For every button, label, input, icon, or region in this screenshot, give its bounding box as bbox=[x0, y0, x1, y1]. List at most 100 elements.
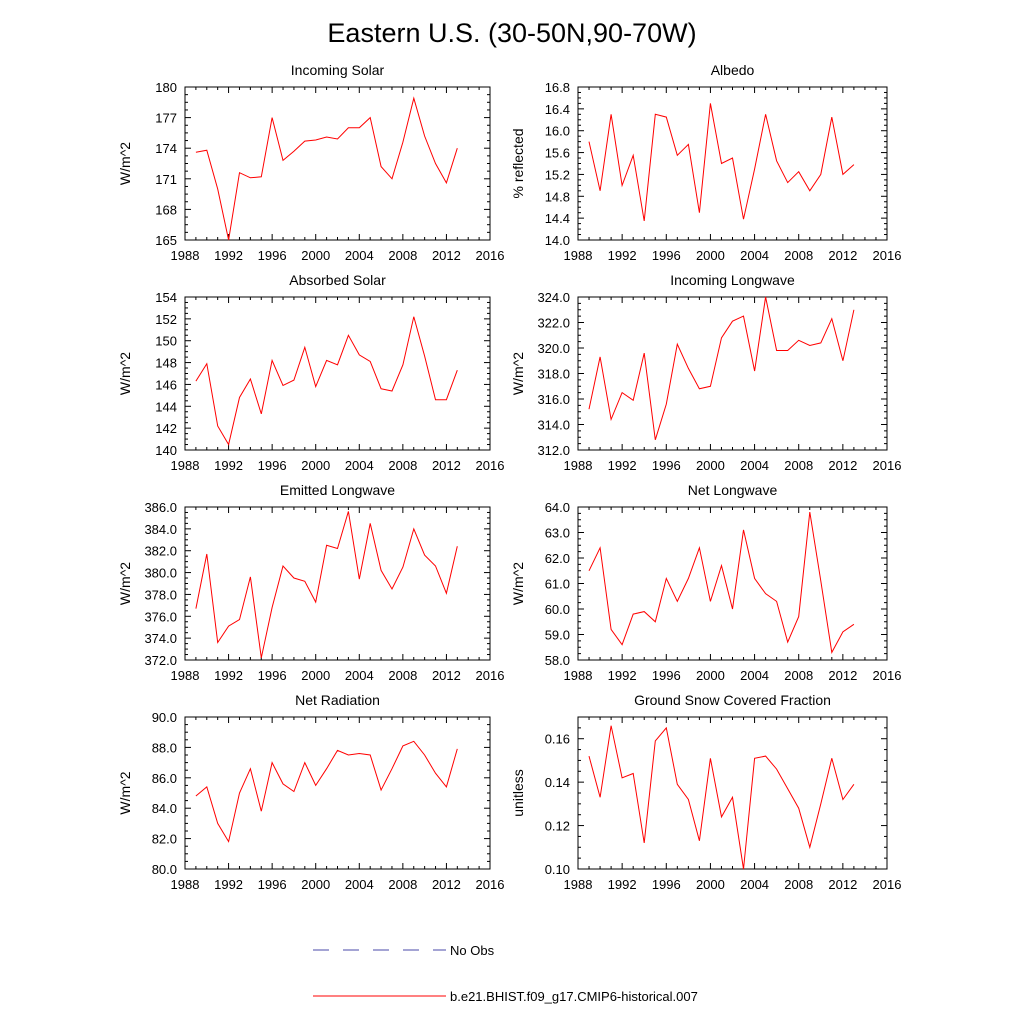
x-tick-label: 2012 bbox=[828, 458, 857, 473]
x-tick-label: 2004 bbox=[345, 877, 374, 892]
y-axis-label: W/m^2 bbox=[117, 562, 133, 605]
y-tick-label: 16.0 bbox=[545, 124, 570, 139]
y-tick-label: 140 bbox=[155, 443, 177, 458]
x-tick-label: 1996 bbox=[652, 668, 681, 683]
x-tick-label: 2004 bbox=[740, 248, 769, 263]
y-tick-label: 60.0 bbox=[545, 602, 570, 617]
x-tick-label: 1992 bbox=[214, 668, 243, 683]
series-line bbox=[588, 103, 855, 221]
x-tick-label: 2008 bbox=[784, 668, 813, 683]
y-tick-label: 0.12 bbox=[545, 819, 570, 834]
legend-no-obs-label: No Obs bbox=[450, 943, 495, 958]
x-tick-label: 1988 bbox=[564, 668, 593, 683]
y-tick-label: 88.0 bbox=[152, 740, 177, 755]
x-tick-label: 2004 bbox=[740, 877, 769, 892]
y-tick-label: 80.0 bbox=[152, 862, 177, 877]
y-tick-label: 320.0 bbox=[537, 341, 570, 356]
y-tick-label: 0.16 bbox=[545, 732, 570, 747]
y-tick-label: 152 bbox=[155, 312, 177, 327]
x-tick-label: 1996 bbox=[258, 668, 287, 683]
panel-title: Ground Snow Covered Fraction bbox=[634, 692, 831, 708]
panel-title: Albedo bbox=[711, 62, 755, 78]
x-tick-label: 1992 bbox=[608, 248, 637, 263]
x-tick-label: 1988 bbox=[171, 877, 200, 892]
x-tick-label: 2008 bbox=[784, 248, 813, 263]
x-tick-label: 2012 bbox=[432, 458, 461, 473]
series-line bbox=[588, 512, 855, 654]
x-tick-label: 2012 bbox=[828, 248, 857, 263]
y-tick-label: 168 bbox=[155, 202, 177, 217]
x-tick-label: 2008 bbox=[388, 248, 417, 263]
x-tick-label: 1992 bbox=[214, 458, 243, 473]
x-tick-label: 1988 bbox=[564, 248, 593, 263]
x-tick-label: 1996 bbox=[258, 458, 287, 473]
x-tick-label: 2008 bbox=[388, 668, 417, 683]
plot-frame bbox=[184, 296, 491, 451]
y-axis-label: W/m^2 bbox=[117, 771, 133, 814]
y-tick-label: 15.6 bbox=[545, 146, 570, 161]
x-tick-label: 2016 bbox=[476, 668, 505, 683]
y-tick-label: 165 bbox=[155, 233, 177, 248]
panel-5: 1988 1992 1996 2000 2004 2008 2012 2016 372.0 374… bbox=[117, 482, 504, 683]
x-tick-label: 2016 bbox=[476, 458, 505, 473]
y-tick-label: 63.0 bbox=[545, 526, 570, 541]
series-line bbox=[195, 96, 458, 241]
x-tick-label: 1992 bbox=[214, 877, 243, 892]
y-axis-label: W/m^2 bbox=[117, 142, 133, 185]
x-tick-label: 2000 bbox=[301, 668, 330, 683]
x-tick-label: 1988 bbox=[171, 668, 200, 683]
x-tick-label: 2008 bbox=[388, 877, 417, 892]
y-tick-label: 324.0 bbox=[537, 290, 570, 305]
y-tick-label: 386.0 bbox=[144, 500, 177, 515]
x-tick-label: 2000 bbox=[301, 458, 330, 473]
x-tick-label: 2004 bbox=[740, 668, 769, 683]
y-tick-label: 58.0 bbox=[545, 653, 570, 668]
x-tick-label: 2000 bbox=[301, 248, 330, 263]
y-axis-label: % reflected bbox=[510, 128, 526, 198]
x-tick-label: 2004 bbox=[345, 248, 374, 263]
y-tick-label: 312.0 bbox=[537, 443, 570, 458]
x-tick-label: 2016 bbox=[873, 458, 902, 473]
y-tick-label: 0.10 bbox=[545, 862, 570, 877]
legend-model-label: b.e21.BHIST.f09_g17.CMIP6-historical.007 bbox=[450, 989, 698, 1004]
y-tick-label: 0.14 bbox=[545, 775, 570, 790]
y-tick-label: 174 bbox=[155, 141, 177, 156]
x-tick-label: 1992 bbox=[608, 668, 637, 683]
x-tick-label: 1996 bbox=[258, 248, 287, 263]
x-tick-label: 2012 bbox=[432, 248, 461, 263]
panel-1: 1988 1992 1996 2000 2004 2008 2012 2016 165 168 17… bbox=[117, 62, 504, 263]
x-tick-label: 2016 bbox=[873, 668, 902, 683]
y-tick-label: 16.4 bbox=[545, 102, 570, 117]
y-tick-label: 148 bbox=[155, 356, 177, 371]
x-tick-label: 2000 bbox=[696, 458, 725, 473]
series-line bbox=[588, 725, 855, 870]
series-line bbox=[195, 740, 458, 843]
y-axis-label: W/m^2 bbox=[510, 562, 526, 605]
y-tick-label: 314.0 bbox=[537, 418, 570, 433]
y-tick-label: 316.0 bbox=[537, 392, 570, 407]
x-tick-label: 2012 bbox=[828, 877, 857, 892]
y-tick-label: 154 bbox=[155, 290, 177, 305]
y-tick-label: 382.0 bbox=[144, 544, 177, 559]
y-tick-label: 90.0 bbox=[152, 710, 177, 725]
x-tick-label: 2008 bbox=[388, 458, 417, 473]
y-tick-label: 378.0 bbox=[144, 587, 177, 602]
x-tick-label: 2000 bbox=[301, 877, 330, 892]
x-tick-label: 1988 bbox=[564, 458, 593, 473]
y-tick-label: 15.2 bbox=[545, 167, 570, 182]
y-tick-label: 62.0 bbox=[545, 551, 570, 566]
y-tick-label: 64.0 bbox=[545, 500, 570, 515]
y-tick-label: 318.0 bbox=[537, 367, 570, 382]
panel-title: Net Radiation bbox=[295, 692, 380, 708]
x-tick-label: 2004 bbox=[740, 458, 769, 473]
panel-title: Emitted Longwave bbox=[280, 482, 395, 498]
y-tick-label: 322.0 bbox=[537, 316, 570, 331]
y-axis-label: unitless bbox=[510, 769, 526, 816]
y-tick-label: 14.0 bbox=[545, 233, 570, 248]
y-tick-label: 171 bbox=[155, 172, 177, 187]
x-tick-label: 1988 bbox=[171, 458, 200, 473]
x-tick-label: 1996 bbox=[258, 877, 287, 892]
series-line bbox=[195, 316, 458, 446]
x-tick-label: 2016 bbox=[873, 877, 902, 892]
